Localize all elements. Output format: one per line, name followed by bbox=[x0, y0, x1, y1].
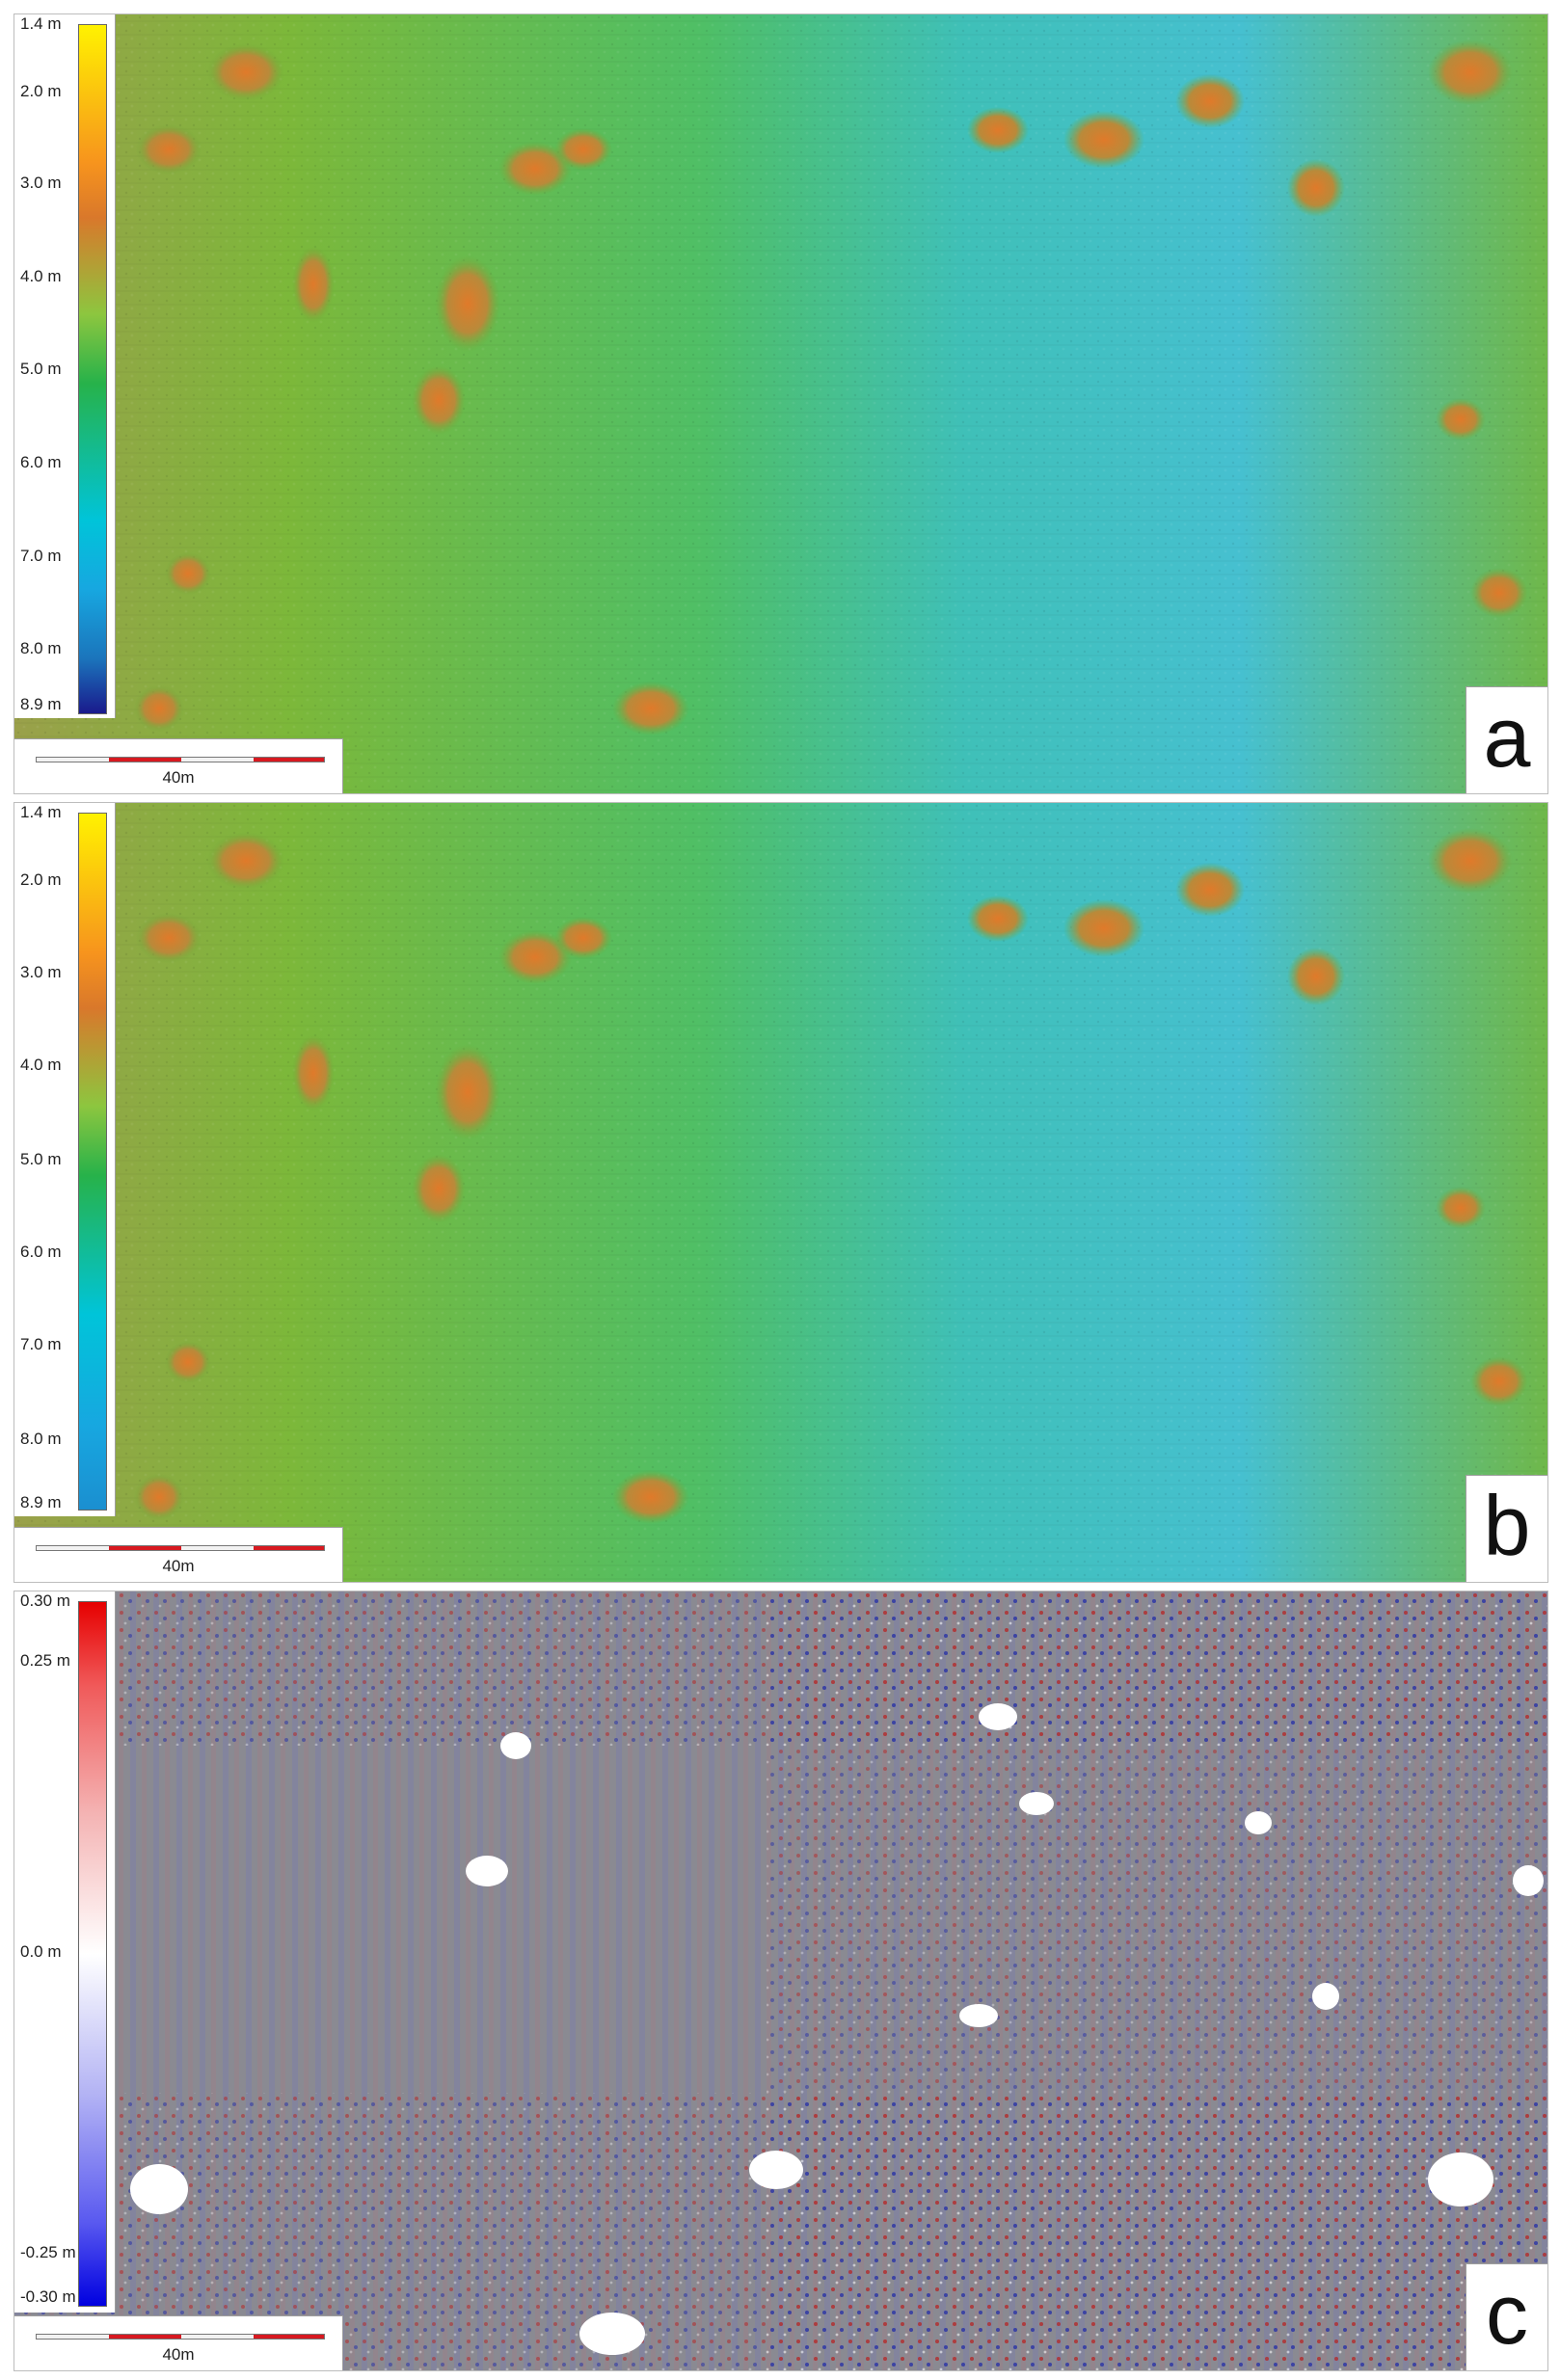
mounds-b bbox=[134, 828, 1528, 1524]
panel-c: 0.30 m 0.25 m 0.0 m -0.25 m -0.30 m 40m … bbox=[13, 1591, 1548, 2371]
scale-bar-label: 40m bbox=[162, 1557, 195, 1575]
tick-label: 4.0 m bbox=[20, 267, 62, 285]
tick-label: 3.0 m bbox=[20, 174, 62, 192]
panel-letter-b: b bbox=[1466, 1475, 1547, 1582]
tick-label: 6.0 m bbox=[20, 453, 62, 471]
scale-bar-label: 40m bbox=[162, 2345, 195, 2364]
tick-label: 1.4 m bbox=[20, 803, 62, 821]
tick-label: 8.0 m bbox=[20, 639, 62, 657]
panel-letter: a bbox=[1483, 689, 1531, 785]
tick-label: 1.4 m bbox=[20, 14, 62, 33]
difference-map-c bbox=[14, 1591, 1547, 2370]
scale-bar-label: 40m bbox=[162, 768, 195, 787]
tick-label: 0.0 m bbox=[20, 1942, 62, 1961]
color-scale-legend-a: 1.4 m 2.0 m 3.0 m 4.0 m 5.0 m 6.0 m 7.0 … bbox=[14, 14, 116, 718]
panel-letter-a: a bbox=[1466, 686, 1547, 793]
elevation-map-a bbox=[14, 14, 1547, 793]
panel-letter: c bbox=[1486, 2266, 1528, 2362]
tick-label: 2.0 m bbox=[20, 870, 62, 889]
tick-label: 6.0 m bbox=[20, 1243, 62, 1261]
tick-label: 8.9 m bbox=[20, 1493, 62, 1511]
tick-label: 2.0 m bbox=[20, 82, 62, 100]
color-bar-b bbox=[78, 813, 107, 1511]
mounds-a bbox=[134, 40, 1528, 735]
panel-b: 1.4 m 2.0 m 3.0 m 4.0 m 5.0 m 6.0 m 7.0 … bbox=[13, 802, 1548, 1583]
panel-a: 1.4 m 2.0 m 3.0 m 4.0 m 5.0 m 6.0 m 7.0 … bbox=[13, 13, 1548, 794]
tick-label: 8.9 m bbox=[20, 695, 62, 713]
white-patches-c bbox=[130, 1703, 1544, 2355]
tick-label: 8.0 m bbox=[20, 1430, 62, 1448]
scale-bar-graphic bbox=[36, 1545, 325, 1551]
tick-label: 7.0 m bbox=[20, 547, 62, 565]
panel-letter: b bbox=[1483, 1478, 1531, 1573]
tick-label: 5.0 m bbox=[20, 360, 62, 378]
scale-bar-c: 40m bbox=[14, 2315, 343, 2370]
tick-label: -0.25 m bbox=[20, 2243, 76, 2261]
tick-label: 3.0 m bbox=[20, 963, 62, 981]
tick-label: 7.0 m bbox=[20, 1335, 62, 1353]
scale-bar-graphic bbox=[36, 2334, 325, 2340]
elevation-map-b bbox=[14, 803, 1547, 1582]
scale-bar-graphic bbox=[36, 757, 325, 762]
scale-bar-b: 40m bbox=[14, 1527, 343, 1582]
tick-label: 0.25 m bbox=[20, 1651, 70, 1670]
color-scale-legend-b: 1.4 m 2.0 m 3.0 m 4.0 m 5.0 m 6.0 m 7.0 … bbox=[14, 803, 116, 1516]
color-bar-a bbox=[78, 24, 107, 714]
tick-label: 0.30 m bbox=[20, 1591, 70, 1610]
color-scale-legend-c: 0.30 m 0.25 m 0.0 m -0.25 m -0.30 m bbox=[14, 1591, 116, 2313]
tick-label: -0.30 m bbox=[20, 2287, 76, 2306]
tick-label: 5.0 m bbox=[20, 1150, 62, 1168]
scale-bar-a: 40m bbox=[14, 738, 343, 793]
tick-label: 4.0 m bbox=[20, 1056, 62, 1074]
color-bar-c bbox=[78, 1601, 107, 2307]
panel-letter-c: c bbox=[1466, 2263, 1547, 2370]
